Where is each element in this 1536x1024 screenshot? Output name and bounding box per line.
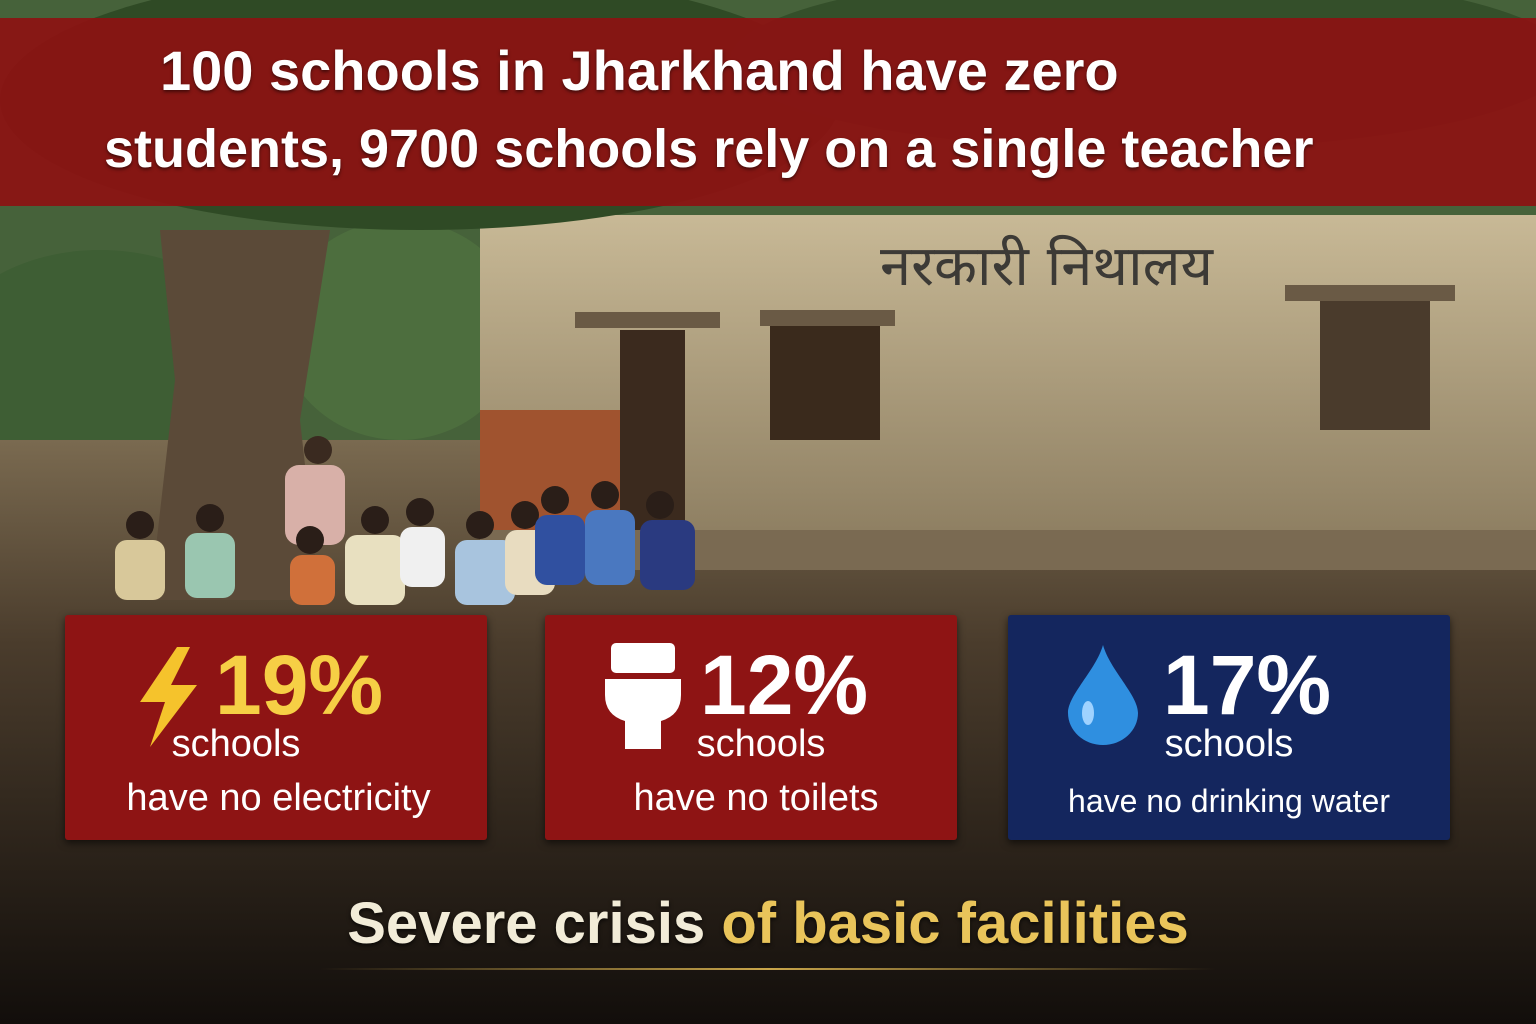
- droplet-icon: [1068, 645, 1138, 745]
- stat-label: schools: [1164, 723, 1294, 765]
- stat-label: schools: [696, 723, 826, 765]
- stat-card: 19% schools have no electricity: [65, 615, 487, 840]
- stat-detail: have no electricity: [126, 777, 431, 819]
- stat-value: 12%: [700, 638, 869, 732]
- footer-rule: [320, 968, 1216, 970]
- headline-banner: [0, 18, 1536, 206]
- footer: Severe crisis of basic facilities: [0, 890, 1536, 957]
- school-sign: नरकारी निथालय: [880, 234, 1215, 299]
- headline-line: students, 9700 schools rely on a single …: [104, 119, 1314, 179]
- stat-value: 19%: [215, 638, 384, 732]
- toilet-icon: [605, 643, 681, 749]
- stat-detail: have no toilets: [633, 777, 879, 819]
- stat-card: 12% schools have no toilets: [545, 615, 957, 840]
- lightning-icon: [140, 647, 197, 747]
- footer-plain: Severe crisis: [347, 891, 706, 956]
- headline-line: 100 schools in Jharkhand have zero: [160, 39, 1119, 102]
- stat-label: schools: [171, 723, 301, 765]
- stat-value: 17%: [1163, 638, 1332, 732]
- footer-highlight: of basic facilities: [721, 891, 1189, 956]
- stat-detail: have no drinking water: [1068, 783, 1390, 819]
- stat-card: 17% schools have no drinking water: [1008, 615, 1450, 840]
